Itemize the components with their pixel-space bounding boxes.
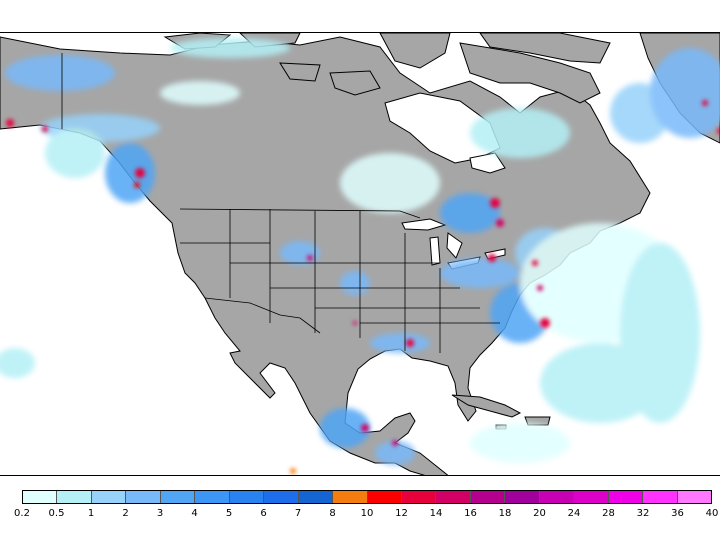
colorbar-swatch — [677, 491, 712, 503]
colorbar-tick-label: 0.2 — [14, 508, 30, 519]
colorbar-tick-label: 20 — [533, 508, 546, 519]
colorbar-tick-label: 16 — [464, 508, 477, 519]
colorbar-swatch — [574, 491, 609, 503]
colorbar-tick-label: 3 — [156, 508, 164, 519]
colorbar-tick-label: 6 — [260, 508, 267, 519]
arctic-island — [279, 62, 321, 82]
precip-layer — [0, 38, 720, 474]
colorbar-swatch — [436, 491, 471, 503]
cuba — [451, 394, 522, 418]
colorbar-swatch — [229, 491, 265, 503]
colorbar-swatch — [23, 491, 58, 503]
boundary-lines — [61, 53, 500, 353]
arctic-island — [329, 70, 381, 96]
colorbar-tick-label: 4 — [191, 508, 198, 519]
colorbar-swatch — [91, 491, 127, 503]
map-canvas — [0, 33, 720, 475]
arctic-island — [379, 33, 451, 69]
colorbar-swatch — [264, 491, 299, 503]
colorbar-swatch — [160, 491, 196, 503]
colorbar-swatch — [298, 491, 334, 503]
colorbar-swatch — [126, 491, 161, 503]
colorbar-tick-label: 12 — [395, 508, 408, 519]
colorbar-swatch — [643, 491, 678, 503]
colorbar-tick-label: 10 — [360, 508, 374, 519]
colorbar-labels: 0.2 0.5 1 2 3 4 5 6 7 8 10 12 14 16 18 20 24 28 32 36 40 — [0, 508, 720, 522]
colorbar-tick-label: 32 — [636, 508, 650, 519]
colorbar-tick-label: 7 — [294, 508, 302, 519]
state-lines — [180, 209, 500, 353]
colorbar-tick-label: 36 — [671, 508, 684, 519]
colorbar-tick-label: 24 — [567, 508, 581, 519]
hudson-bay-lower — [469, 152, 506, 174]
colorbar-tick-label: 1 — [87, 508, 95, 519]
hispaniola — [524, 416, 551, 426]
colorbar-swatch — [195, 491, 230, 503]
colorbar-swatch — [367, 491, 402, 503]
colorbar-swatch — [401, 491, 437, 503]
colorbar-swatch — [333, 491, 368, 503]
us-canada-border — [179, 208, 421, 219]
us-mexico-border — [204, 297, 321, 334]
colorbar-tick-label: 5 — [225, 508, 233, 519]
colorbar-tick-label: 2 — [122, 508, 129, 519]
colorbar-tick-label: 8 — [329, 508, 336, 519]
colorbar-tick-label: 0.5 — [48, 508, 65, 519]
colorbar-swatch — [539, 491, 575, 503]
precipitation-colorbar — [22, 490, 712, 504]
arctic-island — [459, 42, 601, 104]
arctic-island — [479, 33, 611, 64]
colorbar-swatch — [505, 491, 540, 503]
colorbar-tick-label: 14 — [429, 508, 443, 519]
colorbar-swatch — [608, 491, 644, 503]
colorbar-tick-label: 18 — [498, 508, 512, 519]
colorbar-tick-label: 28 — [602, 508, 615, 519]
colorbar-swatch — [470, 491, 506, 503]
colorbar-tick-label: 40 — [705, 508, 719, 519]
colorbar-swatch — [57, 491, 92, 503]
precipitation-map — [0, 32, 720, 476]
